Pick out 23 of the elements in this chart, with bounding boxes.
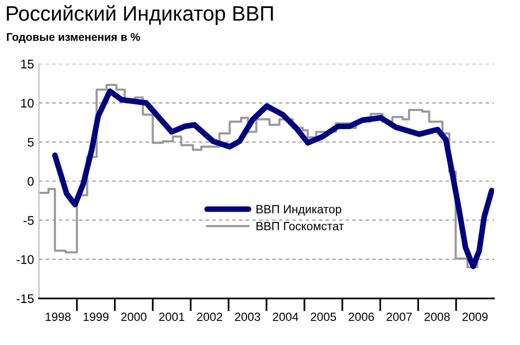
y-tick-label: -5: [24, 216, 34, 225]
x-tick-label: 2007: [386, 312, 412, 321]
legend-label: ВВП Индикатор: [256, 205, 342, 216]
x-tick-label: 2006: [348, 312, 374, 321]
x-tick-label: 2005: [310, 312, 336, 321]
x-tick-label: 2003: [235, 312, 260, 321]
x-tick-label: 2009: [462, 312, 488, 321]
x-tick-label: 2008: [424, 312, 450, 321]
x-tick-label: 1998: [46, 312, 71, 321]
y-tick-label: 15: [21, 60, 34, 68]
y-tick-label: -10: [16, 255, 34, 264]
x-tick-label: 2000: [121, 312, 146, 321]
y-tick-label: -15: [16, 294, 34, 304]
x-tick-label: 1999: [84, 312, 108, 321]
y-axis-title: Годовые изменения в %: [6, 33, 140, 44]
chart-title: Российский Индикатор ВВП: [6, 5, 273, 25]
y-tick-label: 10: [21, 98, 34, 108]
x-tick-label: 2004: [272, 312, 298, 321]
legend-label: ВВП Госкомстат: [256, 222, 344, 230]
x-tick-label: 2001: [159, 312, 184, 321]
x-tick-label: 2002: [197, 312, 222, 321]
y-tick-label: 0: [28, 176, 34, 186]
y-tick-label: 5: [28, 138, 34, 147]
